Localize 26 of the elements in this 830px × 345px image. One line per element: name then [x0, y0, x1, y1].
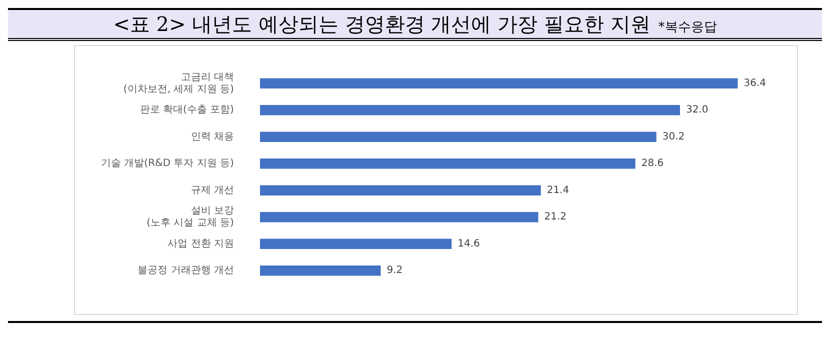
data-label: 9.2 [386, 265, 403, 276]
bar [260, 238, 452, 249]
data-label: 36.4 [744, 78, 766, 89]
data-label: 14.6 [458, 238, 480, 250]
chart-subtitle: *복수응답 [658, 20, 717, 35]
bar [260, 105, 680, 116]
bar [260, 158, 636, 169]
bar [260, 212, 538, 222]
y-tick-label: 불공정 거래관행 개선 [138, 265, 234, 276]
y-tick-label: 인력 채용 [190, 131, 234, 142]
y-tick-label: 규제 개선 [190, 184, 234, 196]
data-label: 21.4 [546, 184, 570, 196]
bar [260, 132, 656, 142]
data-label: 21.2 [544, 212, 566, 223]
chart-title: <표 2> 내년도 예상되는 경영환경 개선에 가장 필요한 지원 [113, 12, 650, 36]
data-label: 30.2 [662, 131, 685, 142]
y-tick-label: 기술 개발(R&D 투자 지원 등) [100, 158, 234, 170]
y-tick-label: 고금리 대책 (이차보전, 세제 지원 등) [123, 72, 234, 95]
y-tick-label: 설비 보강 (노후 시설 교체 등) [146, 206, 234, 229]
bar [260, 266, 381, 276]
bar [260, 185, 541, 196]
y-tick-label: 판로 확대(수출 포함) [140, 104, 234, 116]
data-label: 32.0 [686, 104, 708, 116]
y-tick-label: 사업 전환 지원 [168, 238, 234, 250]
bar [260, 78, 738, 88]
data-label: 28.6 [641, 158, 664, 170]
